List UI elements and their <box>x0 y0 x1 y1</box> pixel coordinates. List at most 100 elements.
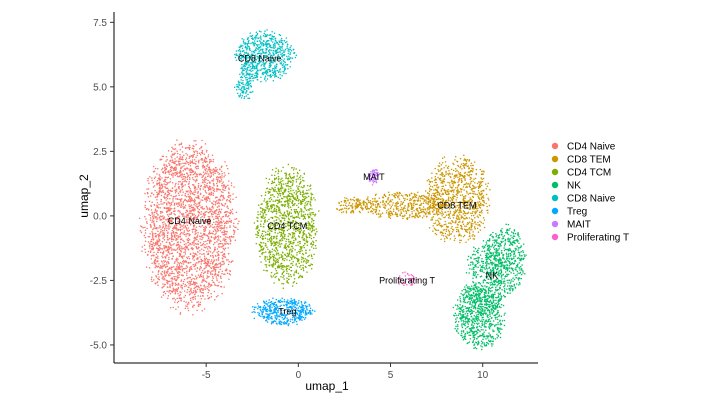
data-point <box>218 210 221 212</box>
data-point <box>219 211 222 213</box>
data-point <box>187 239 190 242</box>
data-point <box>378 197 381 199</box>
data-point <box>223 249 226 251</box>
data-point <box>199 295 202 297</box>
data-point <box>222 247 225 250</box>
data-point <box>202 233 205 235</box>
data-point <box>441 225 444 227</box>
data-point <box>185 167 187 170</box>
data-point <box>183 227 185 229</box>
data-point <box>163 259 165 262</box>
data-point <box>163 183 165 185</box>
data-point <box>309 213 311 216</box>
data-point <box>275 275 277 278</box>
data-point <box>184 184 186 186</box>
data-point <box>288 268 290 271</box>
data-point <box>151 201 153 204</box>
data-point <box>218 202 220 205</box>
data-point <box>283 278 285 280</box>
data-point <box>182 280 185 283</box>
data-point <box>197 262 199 264</box>
data-point <box>211 171 213 174</box>
data-point <box>464 178 466 180</box>
data-point <box>173 227 176 229</box>
data-point <box>311 208 313 210</box>
data-point <box>206 160 208 163</box>
data-point <box>445 223 447 226</box>
data-point <box>185 215 188 217</box>
data-point <box>271 174 273 177</box>
data-point <box>410 199 413 201</box>
data-point <box>445 230 448 233</box>
data-point <box>198 152 201 155</box>
data-point <box>359 203 361 206</box>
data-point <box>175 231 178 234</box>
data-point <box>479 194 482 196</box>
data-point <box>456 228 458 231</box>
data-point <box>215 226 218 228</box>
data-point <box>442 198 445 201</box>
data-point <box>196 174 198 177</box>
data-point <box>422 206 425 208</box>
data-point <box>160 260 163 262</box>
data-point <box>193 255 196 258</box>
data-point <box>350 211 352 213</box>
data-point <box>307 222 309 225</box>
data-point <box>179 172 181 174</box>
data-point <box>178 210 181 212</box>
data-point <box>189 191 191 193</box>
data-point <box>357 203 359 206</box>
data-point <box>277 259 279 261</box>
data-point <box>315 228 317 230</box>
data-point <box>306 201 308 203</box>
data-point <box>173 153 175 155</box>
data-point <box>179 271 181 273</box>
data-point <box>307 255 309 258</box>
data-point <box>314 214 316 217</box>
data-point <box>283 237 286 240</box>
data-point <box>344 207 346 209</box>
data-point <box>274 257 277 259</box>
data-point <box>391 204 394 206</box>
data-point <box>192 252 195 254</box>
data-point <box>451 189 454 192</box>
data-point <box>186 303 189 305</box>
data-point <box>208 198 211 200</box>
data-point <box>157 230 159 232</box>
data-point <box>199 189 201 191</box>
data-point <box>383 202 386 205</box>
data-point <box>462 164 464 167</box>
data-point <box>291 285 294 287</box>
data-point <box>219 175 221 178</box>
data-point <box>427 196 429 199</box>
data-point <box>227 196 229 198</box>
data-point <box>468 159 471 161</box>
data-point <box>192 154 194 156</box>
data-point <box>208 223 211 225</box>
data-point <box>312 211 314 214</box>
data-point <box>194 221 196 223</box>
data-point <box>193 213 195 215</box>
data-point <box>172 238 175 241</box>
data-point <box>185 267 187 269</box>
data-point <box>178 264 181 267</box>
data-point <box>445 214 448 216</box>
data-point <box>399 208 402 211</box>
data-point <box>391 213 394 216</box>
data-point <box>225 238 227 241</box>
data-point <box>169 189 171 192</box>
data-point <box>418 212 420 214</box>
data-point <box>179 175 181 177</box>
data-point <box>159 225 161 227</box>
data-point <box>168 267 170 270</box>
data-point <box>186 281 189 283</box>
data-point <box>287 180 290 182</box>
data-point <box>434 175 437 178</box>
data-point <box>275 237 278 240</box>
data-point <box>212 213 214 215</box>
data-point <box>164 260 167 262</box>
data-point <box>207 224 209 226</box>
data-point <box>439 218 442 220</box>
data-point <box>177 163 179 166</box>
data-point <box>150 224 152 227</box>
